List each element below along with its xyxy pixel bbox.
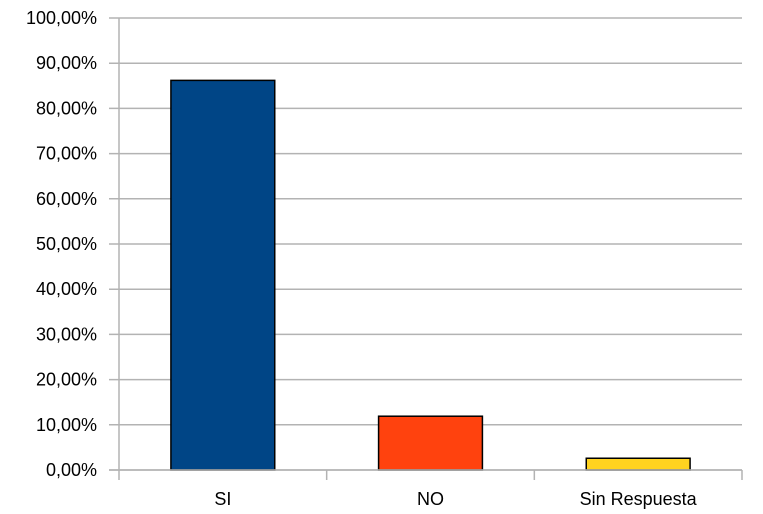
bar-sin-respuesta [585, 457, 691, 471]
y-tick-label: 0,00% [46, 460, 97, 480]
x-tick-label: NO [417, 489, 444, 509]
x-tick-label: SI [214, 489, 231, 509]
y-tick-label: 10,00% [36, 415, 97, 435]
bars [170, 79, 691, 471]
y-tick-label: 80,00% [36, 98, 97, 118]
x-tick-labels: SI NO Sin Respuesta [118, 470, 743, 509]
y-tick-label: 30,00% [36, 324, 97, 344]
y-tick-label: 60,00% [36, 189, 97, 209]
y-tick-label: 40,00% [36, 279, 97, 299]
y-tick-label: 90,00% [36, 53, 97, 73]
y-tick-label: 100,00% [26, 8, 97, 28]
x-tick-label: Sin Respuesta [580, 489, 698, 509]
bar-no [377, 415, 484, 471]
y-tick-label: 70,00% [36, 144, 97, 164]
bar-si [170, 79, 276, 471]
y-tick-label: 20,00% [36, 370, 97, 390]
y-tick-label: 50,00% [36, 234, 97, 254]
y-tick-labels: 0,00% 10,00% 20,00% 30,00% 40,00% 50,00% 60,00… [26, 8, 97, 480]
